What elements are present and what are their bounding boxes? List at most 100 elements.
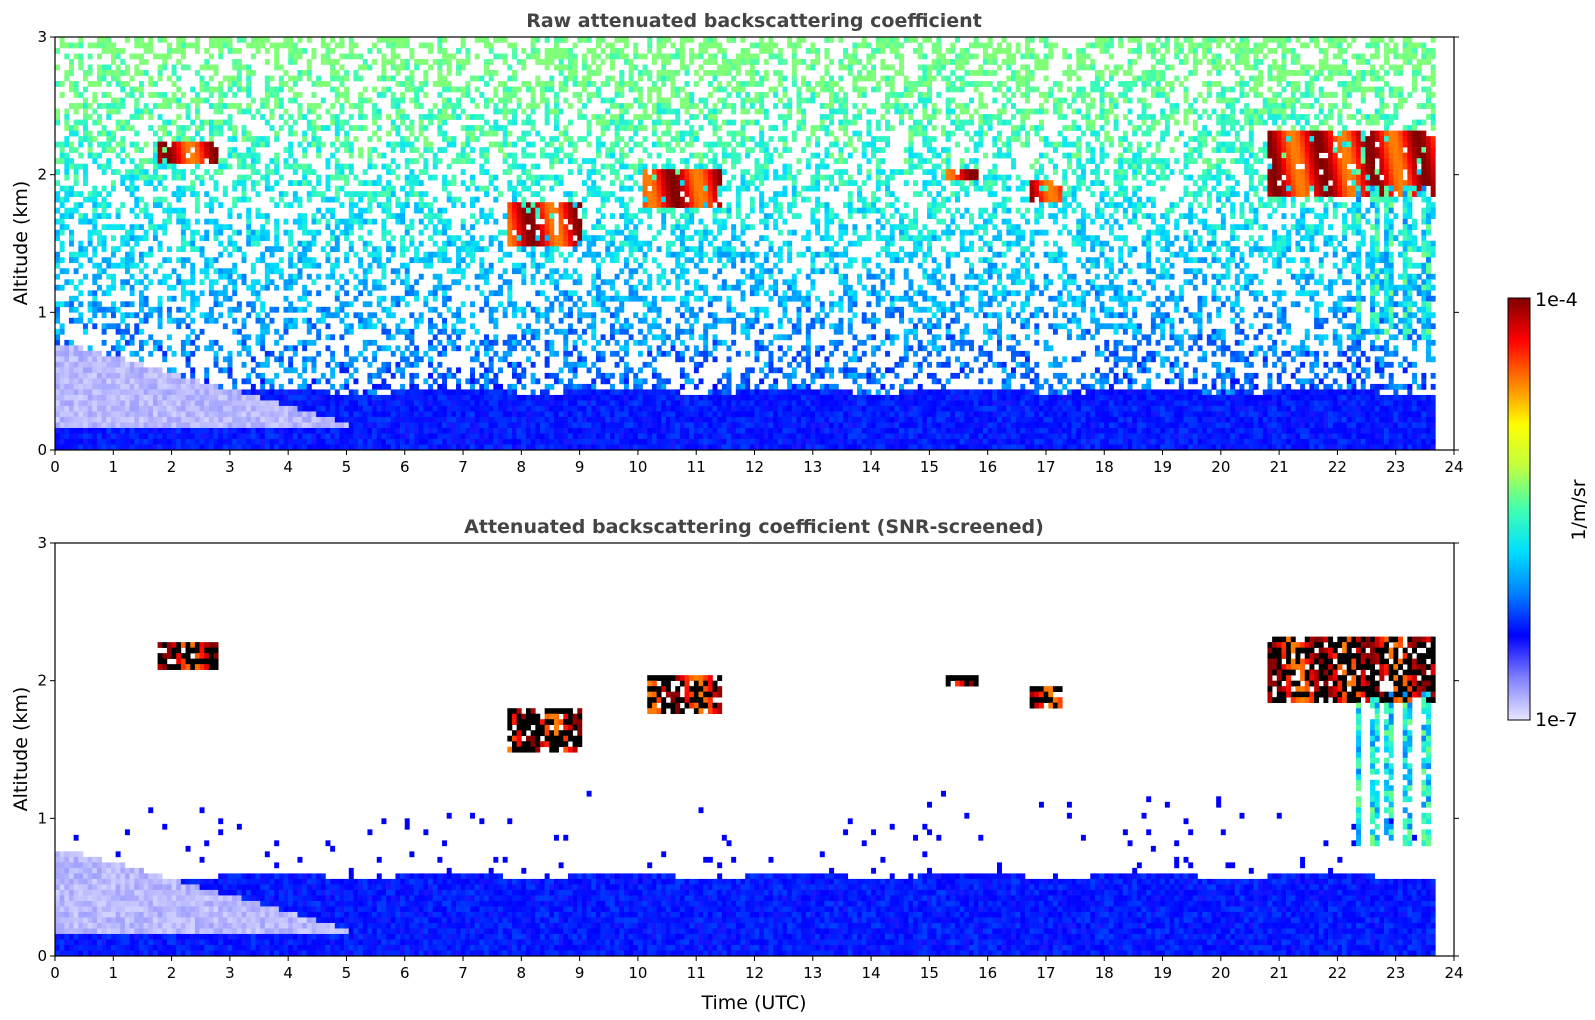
heatmap-cell (670, 42, 676, 49)
heatmap-cell (955, 59, 960, 65)
heatmap-cell (428, 141, 434, 148)
heatmap-cell (1272, 108, 1278, 115)
heatmap-cell (1043, 185, 1049, 192)
heatmap-cell (647, 86, 653, 93)
heatmap-cell (1258, 75, 1264, 82)
heatmap-cell (1402, 207, 1408, 214)
heatmap-cell (1034, 130, 1040, 137)
heatmap-cell (712, 42, 718, 49)
heatmap-cell (166, 42, 172, 49)
heatmap-cell (996, 108, 1002, 115)
heatmap-cell (978, 119, 984, 126)
heatmap-cell (1286, 158, 1292, 164)
heatmap-cell (1043, 141, 1049, 148)
heatmap-cell (386, 59, 392, 65)
heatmap-cell (1388, 114, 1394, 120)
heatmap-cell (171, 174, 177, 181)
heatmap-cell (470, 97, 475, 104)
heatmap-cell (134, 174, 140, 181)
heatmap-cell (717, 97, 723, 104)
heatmap-cell (637, 53, 643, 60)
heatmap-cell (735, 207, 741, 214)
heatmap-cell (428, 42, 434, 49)
heatmap-cell (1276, 169, 1282, 175)
heatmap-cell (1146, 180, 1152, 186)
heatmap-cell (1062, 141, 1068, 148)
heatmap-cell (1360, 59, 1366, 65)
heatmap-cell (600, 130, 606, 137)
heatmap-cell (288, 53, 294, 60)
heatmap-cell (1188, 191, 1194, 197)
heatmap-cell (208, 158, 214, 164)
heatmap-cell (358, 64, 364, 71)
heatmap-cell (726, 202, 732, 209)
heatmap-cell (633, 125, 639, 131)
heatmap-cell (1230, 119, 1236, 126)
heatmap-cell (456, 158, 462, 164)
heatmap-cell (1258, 108, 1264, 115)
heatmap-cell (334, 92, 340, 98)
heatmap-cell (521, 64, 527, 71)
heatmap-cell (605, 196, 611, 203)
heatmap-cell (82, 125, 88, 131)
heatmap-cell (1122, 174, 1128, 181)
heatmap-cell (78, 103, 84, 109)
heatmap-cell (474, 185, 480, 192)
heatmap-cell (386, 86, 392, 93)
heatmap-cell (684, 191, 690, 197)
heatmap-cell (110, 97, 116, 104)
heatmap-cell (829, 218, 835, 225)
heatmap-cell (1155, 86, 1161, 93)
heatmap-cell (1113, 169, 1119, 175)
heatmap-cell (861, 202, 867, 209)
heatmap-cell (213, 196, 219, 203)
heatmap-cell (1220, 64, 1226, 71)
heatmap-cell (138, 158, 144, 164)
heatmap-cell (773, 86, 779, 93)
heatmap-cell (1342, 158, 1348, 164)
heatmap-cell (1066, 75, 1072, 82)
heatmap-cell (1272, 103, 1278, 109)
heatmap-cell (749, 174, 755, 181)
heatmap-cell (1071, 191, 1077, 197)
heatmap-cell (432, 196, 438, 203)
heatmap-cell (936, 191, 942, 197)
heatmap-cell (857, 42, 863, 49)
heatmap-cell (516, 207, 522, 214)
heatmap-cell (1253, 92, 1259, 98)
heatmap-cell (651, 59, 657, 65)
heatmap-cell (1365, 86, 1371, 93)
heatmap-cell (703, 141, 709, 148)
heatmap-cell (185, 64, 191, 71)
heatmap-cell (726, 103, 732, 109)
heatmap-cell (92, 207, 98, 214)
heatmap-cell (1192, 70, 1198, 76)
heatmap-cell (689, 169, 695, 175)
heatmap-cell (763, 202, 769, 209)
heatmap-cell (1267, 103, 1273, 109)
heatmap-cell (754, 81, 760, 87)
heatmap-cell (530, 180, 536, 186)
heatmap-cell (1314, 141, 1320, 148)
heatmap-cell (563, 213, 569, 220)
heatmap-cell (1230, 213, 1236, 220)
heatmap-cell (861, 75, 867, 82)
heatmap-cell (1323, 141, 1329, 148)
heatmap-cell (749, 53, 755, 60)
heatmap-cell (913, 125, 919, 131)
heatmap-cell (717, 81, 723, 87)
heatmap-cell (1370, 174, 1376, 181)
heatmap-cell (157, 125, 163, 131)
heatmap-cell (1388, 119, 1394, 126)
heatmap-cell (861, 141, 867, 148)
heatmap-cell (1314, 130, 1320, 137)
heatmap-cell (1416, 70, 1422, 76)
heatmap-cell (1398, 97, 1403, 104)
heatmap-cell (106, 147, 112, 153)
heatmap-cell (250, 97, 256, 104)
heatmap-cell (101, 207, 107, 214)
heatmap-cell (134, 147, 140, 153)
heatmap-cell (1328, 70, 1334, 76)
heatmap-cell (330, 119, 336, 126)
heatmap-cell (236, 59, 242, 65)
